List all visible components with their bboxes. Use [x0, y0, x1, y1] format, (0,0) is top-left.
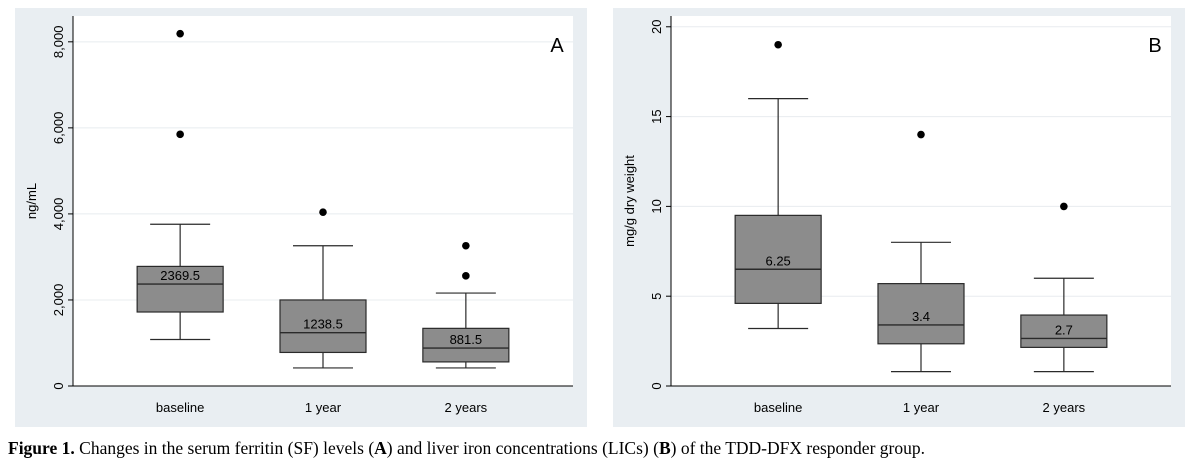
- chart-b-panel-label: B: [1148, 35, 1161, 57]
- figure-caption: Figure 1. Changes in the serum ferritin …: [8, 438, 925, 459]
- caption-bold-b: B: [658, 438, 671, 458]
- chart-a-ytick-label: 6,000: [51, 112, 66, 145]
- caption-bold-a: A: [374, 438, 387, 458]
- chart-b-box: [734, 214, 822, 304]
- chart-b-outlier-point: [774, 40, 782, 49]
- chart-a-box: [136, 265, 224, 313]
- chart-a-xtick-label: 2 years: [445, 400, 488, 415]
- chart-b-ytick-label: 10: [649, 199, 664, 213]
- chart-a-outlier-point: [319, 208, 327, 216]
- chart-a-box-group-2: 881.5: [422, 241, 510, 369]
- chart-a-outlier-point: [176, 29, 184, 38]
- chart-b-median-label: 6.25: [765, 253, 790, 268]
- chart-a-ytick-label: 8,000: [51, 26, 66, 59]
- chart-a-outlier-point: [462, 272, 470, 280]
- chart-b-xtick-label: baseline: [754, 400, 802, 415]
- chart-a-box: [422, 327, 510, 363]
- chart-b-ytick-label: 5: [649, 293, 664, 300]
- chart-b-ylabel: mg/g dry weight: [622, 155, 637, 247]
- chart-panel-a: 0 2,000 4,000 6,000 8,000 ng/mL A 2369.5 baselin…: [15, 8, 587, 432]
- caption-text-1: Changes in the serum ferritin (SF) level…: [74, 438, 375, 458]
- chart-b-median-label: 2.7: [1055, 322, 1073, 337]
- chart-a-outlier-point: [176, 130, 184, 139]
- chart-a-xtick-label: 1 year: [305, 400, 342, 415]
- chart-b-box: [877, 283, 965, 345]
- chart-b-box-group-1: 3.4: [877, 130, 965, 373]
- chart-a-box-group-0: 2369.5: [136, 29, 224, 341]
- chart-a-median-label: 2369.5: [160, 268, 200, 283]
- chart-a-ytick-label: 4,000: [51, 198, 66, 231]
- chart-b-outlier-point: [917, 130, 925, 139]
- chart-b-svg: 0 5 10 15 20 mg/g dry weight B 6.25 baseline 3.4 1…: [613, 8, 1185, 427]
- caption-text-3: ) of the TDD-DFX responder group.: [670, 438, 925, 458]
- chart-b-ytick-label: 0: [649, 382, 664, 389]
- chart-a-ytick-label: 2,000: [51, 284, 66, 317]
- chart-a-box: [279, 299, 367, 354]
- chart-a-box-group-1: 1238.5: [279, 208, 367, 369]
- chart-a-panel-label: A: [550, 35, 564, 57]
- chart-b-box: [1020, 314, 1108, 348]
- chart-b-box-group-0: 6.25: [734, 40, 822, 330]
- caption-text-2: ) and liver iron concentrations (LICs) (: [386, 438, 659, 458]
- chart-a-median-label: 881.5: [450, 332, 483, 347]
- chart-b-ytick-label: 15: [649, 109, 664, 123]
- chart-a-xtick-label: baseline: [156, 400, 204, 415]
- chart-a-outlier-point: [462, 241, 470, 250]
- chart-b-xtick-label: 1 year: [903, 400, 940, 415]
- chart-a-ytick-label: 0: [51, 382, 66, 389]
- caption-figure-label: Figure 1.: [8, 438, 75, 458]
- chart-a-median-label: 1238.5: [303, 317, 343, 332]
- chart-a-ylabel: ng/mL: [24, 183, 39, 219]
- chart-b-median-label: 3.4: [912, 309, 930, 324]
- chart-b-box-group-2: 2.7: [1020, 202, 1108, 373]
- chart-panel-b: 0 5 10 15 20 mg/g dry weight B 6.25 baseline 3.4 1…: [613, 8, 1185, 432]
- chart-b-ytick-label: 20: [649, 20, 664, 34]
- chart-a-svg: 0 2,000 4,000 6,000 8,000 ng/mL A 2369.5 baselin…: [15, 8, 587, 427]
- chart-b-xtick-label: 2 years: [1043, 400, 1086, 415]
- chart-b-outlier-point: [1060, 202, 1068, 211]
